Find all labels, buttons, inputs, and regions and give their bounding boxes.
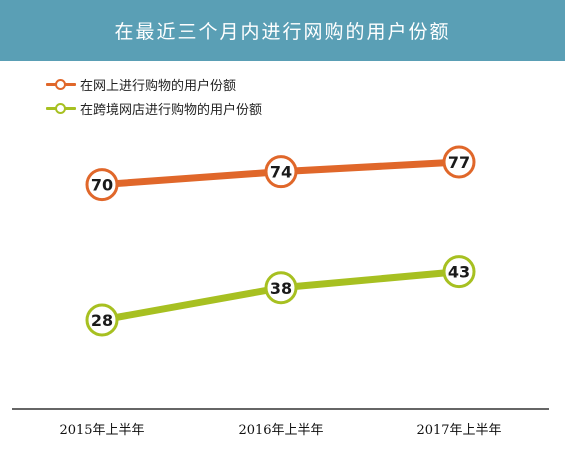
legend-label-online: 在网上进行购物的用户份额: [80, 78, 237, 94]
data-label-0-0: 70: [91, 176, 113, 195]
data-point-1-2: [442, 255, 476, 289]
x-tick-label-2: 2017年上半年: [416, 423, 501, 438]
data-label-1-0: 28: [91, 311, 113, 330]
legend-swatch-crossborder: [46, 102, 76, 114]
chart-header: 在最近三个月内进行网购的用户份额: [0, 0, 565, 61]
legend-item-crossborder: 在跨境网店进行购物的用户份额: [46, 96, 262, 120]
x-tick-label-0: 2015年上半年: [59, 423, 144, 438]
data-point-1-0: [85, 303, 119, 337]
data-label-0-2: 77: [448, 153, 470, 172]
x-tick-label-1: 2016年上半年: [238, 423, 323, 438]
data-point-0-0: [85, 168, 119, 202]
data-point-1-1: [264, 271, 298, 305]
data-label-1-1: 38: [270, 279, 292, 298]
data-point-0-2: [442, 145, 476, 179]
legend-swatch-online: [46, 78, 76, 90]
data-label-1-2: 43: [448, 263, 470, 282]
legend-item-online: 在网上进行购物的用户份额: [46, 72, 262, 96]
legend-label-crossborder: 在跨境网店进行购物的用户份额: [80, 102, 263, 118]
data-label-0-1: 74: [270, 163, 292, 182]
legend: 在网上进行购物的用户份额 在跨境网店进行购物的用户份额: [46, 72, 262, 120]
data-point-0-1: [264, 155, 298, 189]
chart-title: 在最近三个月内进行网购的用户份额: [114, 21, 451, 43]
